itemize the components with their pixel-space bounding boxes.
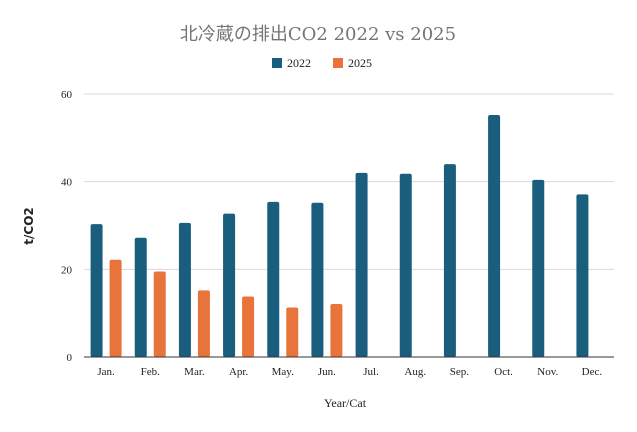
x-tick-label: Jun.: [318, 366, 336, 378]
x-axis-ticks: Jan. Feb. Mar. Apr. May. Jun. Jul. Aug. Sep. Oct.…: [97, 366, 602, 378]
y-tick-label: 40: [61, 177, 73, 189]
bar-2022-nov: [532, 179, 545, 357]
bar-2022-may: [267, 201, 280, 357]
x-tick-label: Sep.: [450, 366, 470, 378]
x-tick-label: Oct.: [494, 366, 513, 378]
bar-2022-jun: [311, 202, 324, 357]
x-axis-title: Year/Cat: [324, 396, 367, 410]
bar-2022-jul: [355, 172, 368, 357]
bar-2022-oct: [488, 115, 501, 357]
bar-2022-mar: [178, 222, 191, 357]
bar-2025-may: [286, 307, 299, 357]
bar-2022-dec: [576, 194, 589, 357]
y-tick-label: 0: [67, 352, 73, 364]
bar-2025-jan: [109, 259, 122, 357]
y-tick-label: 60: [61, 89, 73, 101]
x-tick-label: Jul.: [363, 366, 379, 378]
bar-2025-feb: [153, 271, 166, 357]
bars: [84, 115, 614, 358]
y-axis-title: t/CO2: [22, 207, 36, 244]
bar-2022-sep: [443, 164, 456, 357]
x-tick-label: Aug.: [404, 366, 426, 378]
legend-label-2022: 2022: [287, 56, 311, 70]
x-tick-label: Feb.: [141, 366, 161, 378]
x-tick-label: Apr.: [229, 366, 249, 378]
legend: 2022 2025: [272, 56, 372, 70]
x-tick-label: May.: [272, 366, 294, 378]
legend-swatch-2025: [333, 58, 343, 68]
bar-2025-jun: [330, 303, 343, 357]
x-tick-label: Mar.: [184, 366, 205, 378]
x-tick-label: Dec.: [582, 366, 603, 378]
legend-swatch-2022: [272, 58, 282, 68]
y-axis-ticks: 0 20 40 60: [61, 89, 73, 364]
chart-title: 北冷蔵の排出CO2 2022 vs 2025: [180, 24, 456, 45]
bar-2022-jan: [90, 224, 103, 357]
x-tick-label: Nov.: [537, 366, 558, 378]
bar-2022-feb: [134, 237, 147, 357]
bar-2022-aug: [399, 173, 412, 357]
bar-2025-mar: [197, 290, 210, 357]
bar-2022-apr: [223, 213, 236, 357]
x-tick-label: Jan.: [97, 366, 115, 378]
y-tick-label: 20: [61, 264, 73, 276]
legend-label-2025: 2025: [348, 56, 372, 70]
bar-2025-apr: [242, 296, 255, 357]
